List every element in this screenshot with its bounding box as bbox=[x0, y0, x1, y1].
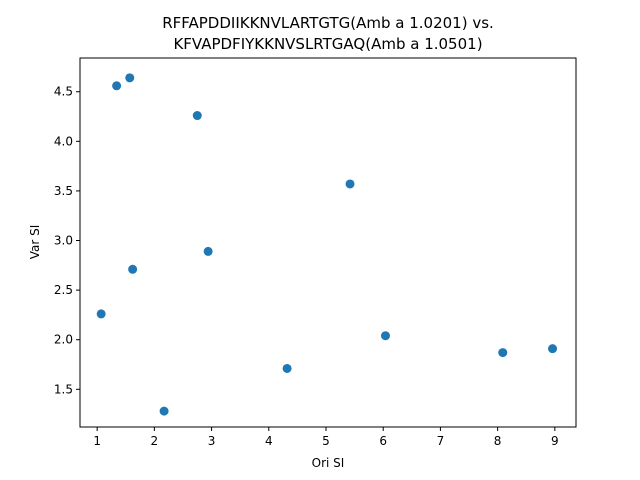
y-tick-label: 2.5 bbox=[54, 283, 73, 297]
x-tick-label: 5 bbox=[322, 434, 330, 448]
y-tick-label: 4.5 bbox=[54, 85, 73, 99]
x-tick-label: 9 bbox=[551, 434, 559, 448]
y-axis-ticks: 1.5 2.0 2.5 3.0 3.5 4.0 4.5 bbox=[54, 85, 80, 396]
y-tick-label: 1.5 bbox=[54, 382, 73, 396]
data-point bbox=[159, 406, 169, 416]
x-tick-label: 3 bbox=[208, 434, 216, 448]
x-tick-label: 4 bbox=[265, 434, 273, 448]
y-tick-label: 2.0 bbox=[54, 333, 73, 347]
data-point bbox=[498, 348, 508, 358]
data-point bbox=[128, 264, 138, 274]
x-tick-label: 2 bbox=[151, 434, 159, 448]
data-point bbox=[203, 246, 213, 256]
chart-title-line-2: KFVAPDFIYKKNVSLRTGAQ(Amb a 1.0501) bbox=[173, 35, 482, 53]
y-tick-label: 3.5 bbox=[54, 184, 73, 198]
plot-frame bbox=[79, 57, 577, 428]
y-tick-label: 4.0 bbox=[54, 134, 73, 148]
data-point bbox=[112, 81, 122, 91]
data-point bbox=[380, 331, 390, 341]
x-tick-label: 6 bbox=[379, 434, 387, 448]
x-axis-ticks: 1 2 3 4 5 6 7 8 9 bbox=[93, 427, 559, 448]
data-point bbox=[345, 179, 355, 189]
y-axis-label: Var SI bbox=[28, 225, 42, 260]
x-tick-label: 7 bbox=[437, 434, 445, 448]
data-point bbox=[125, 73, 135, 83]
data-point bbox=[548, 344, 558, 354]
data-point bbox=[282, 363, 292, 373]
data-points bbox=[96, 73, 558, 416]
x-axis-label: Ori SI bbox=[312, 456, 345, 470]
chart-title-line-1: RFFAPDDIIKKNVLARTGTG(Amb a 1.0201) vs. bbox=[162, 14, 494, 32]
x-tick-label: 1 bbox=[93, 434, 101, 448]
data-point bbox=[192, 111, 202, 121]
x-tick-label: 8 bbox=[494, 434, 502, 448]
y-tick-label: 3.0 bbox=[54, 234, 73, 248]
data-point bbox=[96, 309, 106, 319]
